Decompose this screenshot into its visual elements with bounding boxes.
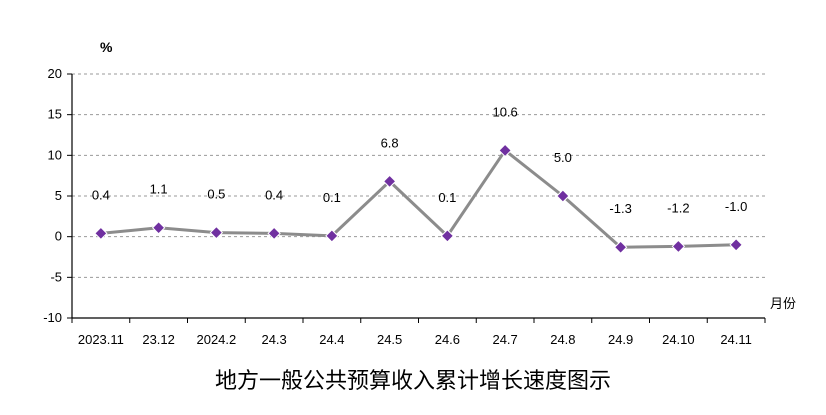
x-tick-label: 24.4 bbox=[319, 332, 344, 347]
data-point-marker bbox=[151, 221, 166, 235]
series-markers bbox=[94, 143, 743, 254]
data-point-marker bbox=[267, 226, 281, 241]
data-point-marker bbox=[94, 226, 108, 241]
data-label: 10.6 bbox=[492, 104, 517, 119]
y-tick-label: 20 bbox=[48, 66, 62, 81]
y-tick-label: -10 bbox=[43, 310, 62, 325]
data-point-marker bbox=[613, 240, 628, 254]
x-tick-labels: 2023.11 23.12 2024.2 24.3 24.4 24.5 24.6 24.7 24… bbox=[78, 332, 752, 347]
data-label: -1.3 bbox=[609, 201, 631, 216]
series-line bbox=[100, 148, 737, 249]
y-tick-label: 0 bbox=[55, 229, 62, 244]
x-tick-label: 2024.2 bbox=[196, 332, 236, 347]
gridlines bbox=[72, 73, 765, 278]
data-label: 0.1 bbox=[323, 190, 341, 205]
x-tick-label: 24.9 bbox=[608, 332, 633, 347]
x-tick-label: 24.3 bbox=[261, 332, 286, 347]
x-tick-label: 24.11 bbox=[720, 332, 752, 347]
data-label: 0.1 bbox=[438, 190, 456, 205]
data-label: -1.2 bbox=[667, 200, 689, 215]
data-label: 0.4 bbox=[92, 187, 110, 202]
x-tick-label: 24.8 bbox=[550, 332, 575, 347]
y-tick-label: -5 bbox=[50, 269, 62, 284]
y-axis-unit-label: % bbox=[100, 39, 113, 55]
x-axis-name-label: 月份 bbox=[770, 297, 796, 312]
x-tick-label: 24.10 bbox=[662, 332, 695, 347]
data-point-marker bbox=[498, 143, 512, 158]
x-tick-label: 24.6 bbox=[435, 332, 460, 347]
data-point-marker bbox=[440, 229, 455, 243]
data-label: 1.1 bbox=[150, 182, 168, 197]
y-tick-label: 5 bbox=[55, 188, 62, 203]
x-tick-label: 23.12 bbox=[142, 332, 175, 347]
data-point-marker bbox=[382, 174, 397, 189]
data-label: -1.0 bbox=[725, 199, 747, 214]
x-tick-label: 24.5 bbox=[377, 332, 402, 347]
x-tick-label: 24.7 bbox=[492, 332, 517, 347]
axes bbox=[67, 73, 766, 323]
data-point-marker bbox=[325, 229, 339, 243]
x-tick-label: 2023.11 bbox=[78, 332, 124, 347]
data-point-marker bbox=[209, 225, 224, 240]
y-tick-label: 15 bbox=[48, 107, 62, 122]
data-point-marker bbox=[729, 238, 743, 252]
data-point-marker bbox=[671, 239, 686, 254]
data-label: 0.5 bbox=[207, 187, 225, 202]
y-tick-label: 10 bbox=[48, 147, 62, 162]
y-tick-labels: 20 15 10 5 0 -5 -10 bbox=[43, 66, 62, 325]
data-label: 5.0 bbox=[554, 150, 572, 165]
chart-title: 地方一般公共预算收入累计增长速度图示 bbox=[215, 369, 611, 394]
data-labels: 0.4 1.1 0.5 0.4 0.1 6.8 0.1 10.6 5.0 -1.3 -1.2 -1.0 bbox=[92, 104, 747, 216]
data-label: 6.8 bbox=[381, 135, 399, 150]
data-label: 0.4 bbox=[265, 187, 283, 202]
series-line-path bbox=[100, 148, 737, 249]
data-point-marker bbox=[556, 189, 570, 203]
